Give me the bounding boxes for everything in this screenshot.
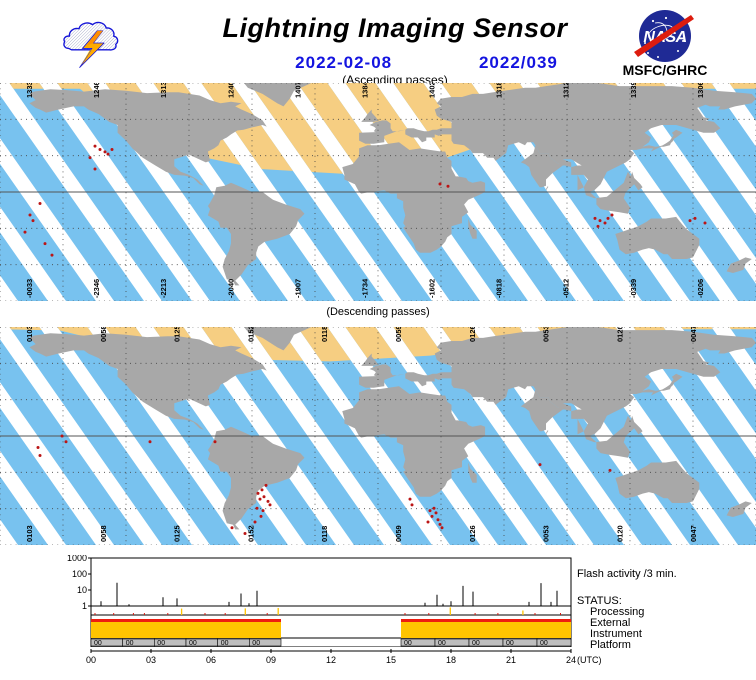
svg-text:0047: 0047 xyxy=(689,327,698,342)
svg-text:1312: 1312 xyxy=(562,83,571,98)
svg-text:0126: 0126 xyxy=(468,525,477,542)
svg-text:0125: 0125 xyxy=(173,327,182,342)
svg-text:0120: 0120 xyxy=(615,327,624,342)
svg-text:0059: 0059 xyxy=(394,525,403,542)
svg-text:00: 00 xyxy=(540,640,548,647)
svg-text:24: 24 xyxy=(566,655,576,665)
svg-text:03: 03 xyxy=(146,655,156,665)
svg-text:-1907: -1907 xyxy=(293,279,302,298)
svg-text:-1602: -1602 xyxy=(428,279,437,298)
svg-text:0103: 0103 xyxy=(25,525,34,542)
svg-text:1333: 1333 xyxy=(25,83,34,98)
svg-text:10: 10 xyxy=(77,585,87,595)
svg-text:-2040: -2040 xyxy=(226,279,235,298)
svg-text:00: 00 xyxy=(126,640,134,647)
svg-text:06: 06 xyxy=(206,655,216,665)
svg-text:00: 00 xyxy=(472,640,480,647)
svg-text:00: 00 xyxy=(404,640,412,647)
svg-text:0103: 0103 xyxy=(25,327,34,342)
svg-text:0053: 0053 xyxy=(542,327,551,342)
svg-text:(UTC): (UTC) xyxy=(577,655,602,665)
svg-text:0152: 0152 xyxy=(246,327,255,342)
svg-text:00: 00 xyxy=(221,640,229,647)
svg-text:1339: 1339 xyxy=(629,83,638,98)
svg-text:0118: 0118 xyxy=(320,327,329,342)
svg-text:18: 18 xyxy=(446,655,456,665)
svg-text:0152: 0152 xyxy=(246,525,255,542)
svg-text:-0033: -0033 xyxy=(25,279,34,298)
svg-text:0125: 0125 xyxy=(173,525,182,542)
svg-text:1318: 1318 xyxy=(495,83,504,98)
svg-text:0058: 0058 xyxy=(99,525,108,542)
svg-text:0120: 0120 xyxy=(615,525,624,542)
svg-text:-0206: -0206 xyxy=(696,279,705,298)
svg-text:0058: 0058 xyxy=(99,327,108,342)
svg-text:0047: 0047 xyxy=(689,525,698,542)
svg-text:-2213: -2213 xyxy=(159,279,168,298)
svg-text:-0512: -0512 xyxy=(562,279,571,298)
svg-text:00: 00 xyxy=(189,640,197,647)
svg-text:0118: 0118 xyxy=(320,526,329,542)
svg-text:00: 00 xyxy=(438,640,446,647)
svg-text:1000: 1000 xyxy=(67,555,87,563)
svg-text:-0339: -0339 xyxy=(629,279,638,298)
svg-text:1306: 1306 xyxy=(696,83,705,98)
svg-text:-0818: -0818 xyxy=(495,279,504,298)
svg-text:100: 100 xyxy=(72,569,87,579)
svg-text:00: 00 xyxy=(86,655,96,665)
svg-text:-2346: -2346 xyxy=(92,279,101,298)
svg-text:0059: 0059 xyxy=(394,327,403,342)
svg-text:15: 15 xyxy=(386,655,396,665)
svg-text:09: 09 xyxy=(266,655,276,665)
svg-text:00: 00 xyxy=(94,640,102,647)
svg-text:0053: 0053 xyxy=(542,525,551,542)
svg-text:00: 00 xyxy=(506,640,514,647)
svg-text:1407: 1407 xyxy=(293,83,302,98)
svg-text:00: 00 xyxy=(157,640,165,647)
svg-text:1246: 1246 xyxy=(92,83,101,98)
svg-text:1384: 1384 xyxy=(361,83,370,98)
svg-text:00: 00 xyxy=(252,640,260,647)
svg-text:21: 21 xyxy=(506,655,516,665)
svg-text:1313: 1313 xyxy=(159,83,168,98)
svg-text:1240: 1240 xyxy=(226,83,235,98)
svg-text:-1734: -1734 xyxy=(361,278,370,298)
svg-text:0126: 0126 xyxy=(468,327,477,342)
svg-text:12: 12 xyxy=(326,655,336,665)
svg-text:1402: 1402 xyxy=(428,83,437,98)
